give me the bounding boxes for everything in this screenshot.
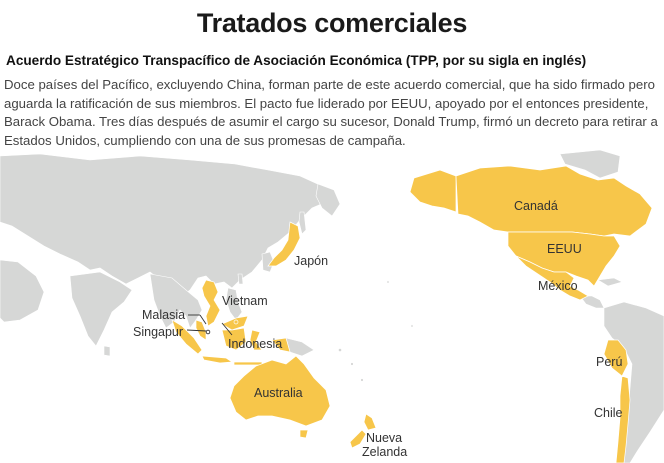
eurasia-landmass <box>0 153 327 297</box>
tasmania <box>299 429 309 439</box>
borneo-south <box>221 327 247 351</box>
caribbean <box>597 277 623 287</box>
label-canada: Canadá <box>514 199 558 213</box>
label-zelanda: Zelanda <box>362 445 407 459</box>
label-peru: Perú <box>596 355 622 369</box>
singapore-marker <box>205 329 211 335</box>
vietnam-shape <box>201 279 221 327</box>
canada-shape <box>455 165 653 237</box>
korea <box>261 251 275 273</box>
sri-lanka <box>103 345 111 357</box>
indochina <box>149 273 203 329</box>
japan-shape <box>267 221 301 267</box>
greenland <box>559 150 621 179</box>
page-title: Tratados comerciales <box>196 8 468 38</box>
malaysia-peninsula <box>195 319 207 341</box>
india <box>69 271 133 347</box>
papua-new-guinea <box>285 337 315 357</box>
sakhalin <box>298 211 307 235</box>
label-japon: Japón <box>294 254 328 268</box>
australia-shape <box>229 355 331 427</box>
singapur-leader <box>186 329 207 332</box>
taiwan <box>237 273 244 285</box>
description-text: Doce países del Pacífico, excluyendo Chi… <box>4 77 658 148</box>
new-zealand-south <box>349 429 367 449</box>
world-map: Canadá EEUU México Japón Vietnam Malasia… <box>0 150 664 463</box>
subtitle: Acuerdo Estratégico Transpacífico de Aso… <box>6 53 587 68</box>
label-malasia: Malasia <box>142 308 185 322</box>
label-nueva: Nueva <box>366 431 402 445</box>
label-indonesia: Indonesia <box>228 337 282 351</box>
nusa-tenggara <box>233 361 263 366</box>
label-mexico: México <box>538 279 578 293</box>
mexico-shape <box>515 255 589 301</box>
label-vietnam: Vietnam <box>222 294 268 308</box>
new-zealand-north <box>363 413 377 431</box>
kamchatka <box>315 183 341 217</box>
alaska <box>409 169 457 213</box>
arabia <box>0 259 45 323</box>
new-guinea-west <box>271 337 291 353</box>
label-singapur: Singapur <box>133 325 183 339</box>
label-australia: Australia <box>254 386 303 400</box>
brunei <box>233 319 239 325</box>
indonesia-leader <box>221 322 233 336</box>
peru-shape <box>603 339 629 377</box>
sumatra <box>171 319 203 355</box>
label-eeuu: EEUU <box>547 242 582 256</box>
south-america <box>603 301 664 463</box>
philippines <box>225 287 243 321</box>
label-chile: Chile <box>594 406 623 420</box>
sulawesi <box>249 329 263 351</box>
chile-shape <box>615 375 631 463</box>
java <box>201 355 234 364</box>
malasia-leader-2 <box>199 314 207 325</box>
